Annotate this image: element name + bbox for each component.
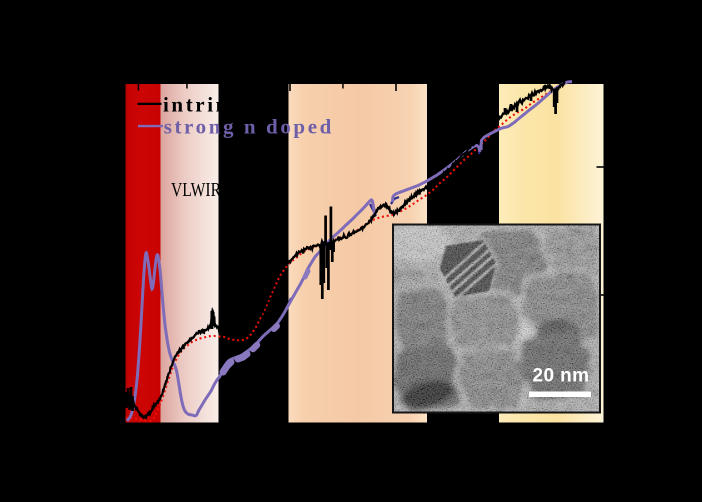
svg-text:20 nm: 20 nm xyxy=(533,366,590,387)
svg-text:intrinsic: intrinsic xyxy=(163,92,261,116)
svg-text:strong n doped: strong n doped xyxy=(164,115,334,139)
svg-text:VLWIR: VLWIR xyxy=(171,180,221,201)
